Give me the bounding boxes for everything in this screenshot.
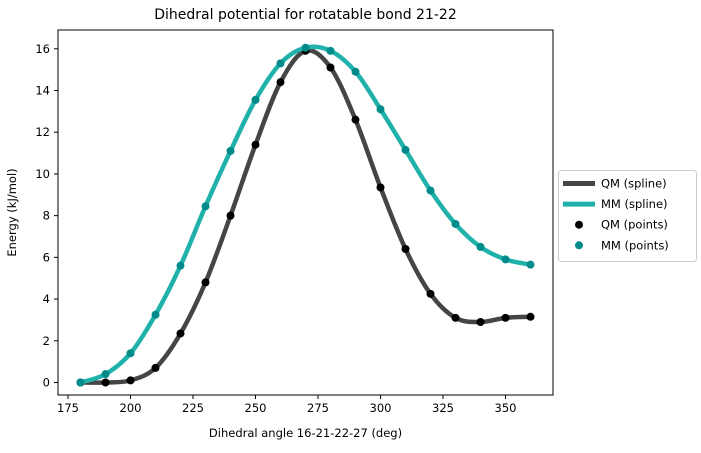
- legend-label: MM (points): [601, 238, 669, 252]
- mm-points-marker: [476, 242, 485, 251]
- qm-points-marker: [226, 211, 235, 220]
- qm-points-marker: [276, 78, 285, 87]
- legend-box: [558, 170, 697, 262]
- mm-points-legend-swatch: [575, 241, 583, 250]
- qm-points-marker: [426, 289, 435, 298]
- mm-points-marker: [451, 219, 460, 228]
- y-tick-label: 0: [43, 375, 50, 389]
- x-tick-label: 175: [57, 401, 79, 415]
- y-tick-label: 4: [43, 292, 50, 306]
- legend: QM (spline) MM (spline) QM (points) MM (poi…: [558, 170, 697, 262]
- mm-points-marker: [526, 260, 535, 269]
- qm-points-marker: [326, 63, 335, 72]
- x-tick-label: 250: [245, 401, 267, 415]
- legend-item-qm-points: QM (points): [575, 218, 668, 232]
- qm-points-marker: [151, 363, 160, 372]
- legend-item-mm-spline: MM (spline): [563, 197, 668, 211]
- mm-points-markers: [76, 43, 535, 387]
- mm-points-marker: [401, 145, 410, 154]
- y-tick-label: 2: [43, 334, 50, 348]
- qm-points-marker: [376, 183, 385, 192]
- plot-area: 175 200 225 250 275 300 325 350 0 2 4 6 8 10 12 14 16: [35, 29, 554, 415]
- mm-points-marker: [201, 202, 210, 211]
- mm-points-marker: [251, 95, 260, 104]
- axes-frame: [57, 29, 554, 396]
- mm-points-marker: [226, 146, 235, 155]
- legend-item-mm-points: MM (points): [575, 238, 669, 252]
- mm-points-marker: [426, 186, 435, 195]
- chart-title: Dihedral potential for rotatable bond 21…: [154, 7, 456, 23]
- mm-points-marker: [176, 261, 185, 270]
- legend-label: QM (points): [601, 218, 668, 232]
- y-tick-label: 10: [35, 167, 50, 181]
- y-tick-label: 16: [35, 42, 50, 56]
- mm-points-marker: [301, 43, 310, 52]
- y-tick-label: 8: [43, 209, 50, 223]
- y-tick-label: 14: [35, 83, 50, 97]
- mm-points-marker: [101, 370, 110, 379]
- mm-points-marker: [76, 378, 85, 387]
- qm-points-marker: [176, 329, 185, 338]
- legend-item-qm-spline: QM (spline): [563, 177, 667, 191]
- mm-points-marker: [376, 105, 385, 114]
- qm-points-marker: [251, 140, 260, 149]
- mm-points-marker: [501, 255, 510, 264]
- x-tick-label: 300: [370, 401, 392, 415]
- qm-points-markers: [76, 46, 535, 387]
- qm-points-marker: [451, 313, 460, 322]
- mm-points-marker: [276, 59, 285, 68]
- x-tick-label: 275: [307, 401, 329, 415]
- qm-points-marker: [101, 378, 110, 387]
- x-tick-label: 325: [432, 401, 454, 415]
- qm-points-marker: [351, 115, 360, 124]
- y-axis-label: Energy (kJ/mol): [5, 168, 19, 256]
- x-tick-label: 350: [495, 401, 517, 415]
- mm-points-marker: [151, 310, 160, 319]
- mm-points-marker: [326, 46, 335, 55]
- qm-points-legend-swatch: [575, 220, 583, 229]
- y-tick-label: 12: [35, 125, 50, 139]
- legend-label: MM (spline): [601, 197, 668, 211]
- legend-label: QM (spline): [601, 177, 667, 191]
- qm-points-marker: [526, 312, 535, 321]
- qm-points-marker: [476, 318, 485, 326]
- qm-points-marker: [201, 278, 210, 287]
- mm-points-marker: [351, 67, 360, 76]
- x-axis-label: Dihedral angle 16-21-22-27 (deg): [209, 426, 402, 440]
- mm-points-marker: [126, 349, 135, 358]
- x-tick-label: 225: [182, 401, 204, 415]
- qm-points-marker: [401, 245, 410, 253]
- y-tick-label: 6: [43, 250, 50, 264]
- x-tick-label: 200: [120, 401, 142, 415]
- qm-points-marker: [501, 313, 510, 322]
- qm-points-marker: [126, 376, 135, 385]
